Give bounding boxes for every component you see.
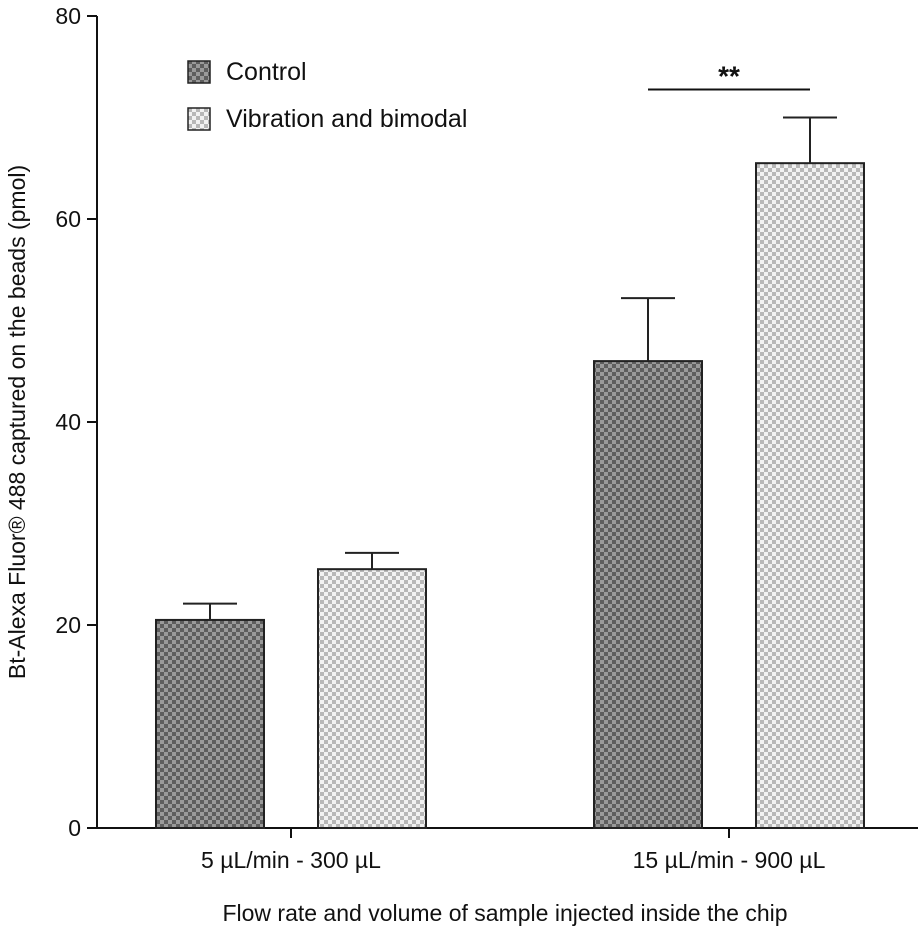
- error-bars-group: [183, 116, 837, 620]
- y-tick-label: 80: [55, 3, 81, 29]
- legend-swatch-control: [187, 60, 211, 84]
- annotations-group: **: [648, 61, 810, 92]
- x-axis: 5 µL/min - 300 µL 15 µL/min - 900 µL: [97, 827, 918, 873]
- x-tick-label: 5 µL/min - 300 µL: [201, 847, 381, 873]
- x-tick-label: 15 µL/min - 900 µL: [633, 847, 826, 873]
- legend: Control Vibration and bimodal: [187, 58, 467, 133]
- bar-control-0: [155, 618, 265, 829]
- y-tick-label: 60: [55, 206, 81, 232]
- y-tick-label: 40: [55, 409, 81, 435]
- legend-swatch-vibration: [187, 107, 211, 131]
- bar-control-1: [593, 360, 703, 829]
- bar-vibration-1: [755, 162, 865, 830]
- legend-label-control: Control: [226, 58, 307, 86]
- y-axis: 0 20 40 60 80: [55, 3, 98, 841]
- y-axis-title: Bt-Alexa Fluor® 488 captured on the bead…: [4, 165, 30, 679]
- bars-group: [155, 162, 865, 830]
- bar-vibration-0: [317, 568, 427, 829]
- y-tick-label: 20: [55, 612, 81, 638]
- y-tick-label: 0: [68, 815, 81, 841]
- x-axis-title: Flow rate and volume of sample injected …: [222, 900, 787, 926]
- legend-label-vibration: Vibration and bimodal: [226, 105, 467, 133]
- significance-label: **: [718, 61, 740, 92]
